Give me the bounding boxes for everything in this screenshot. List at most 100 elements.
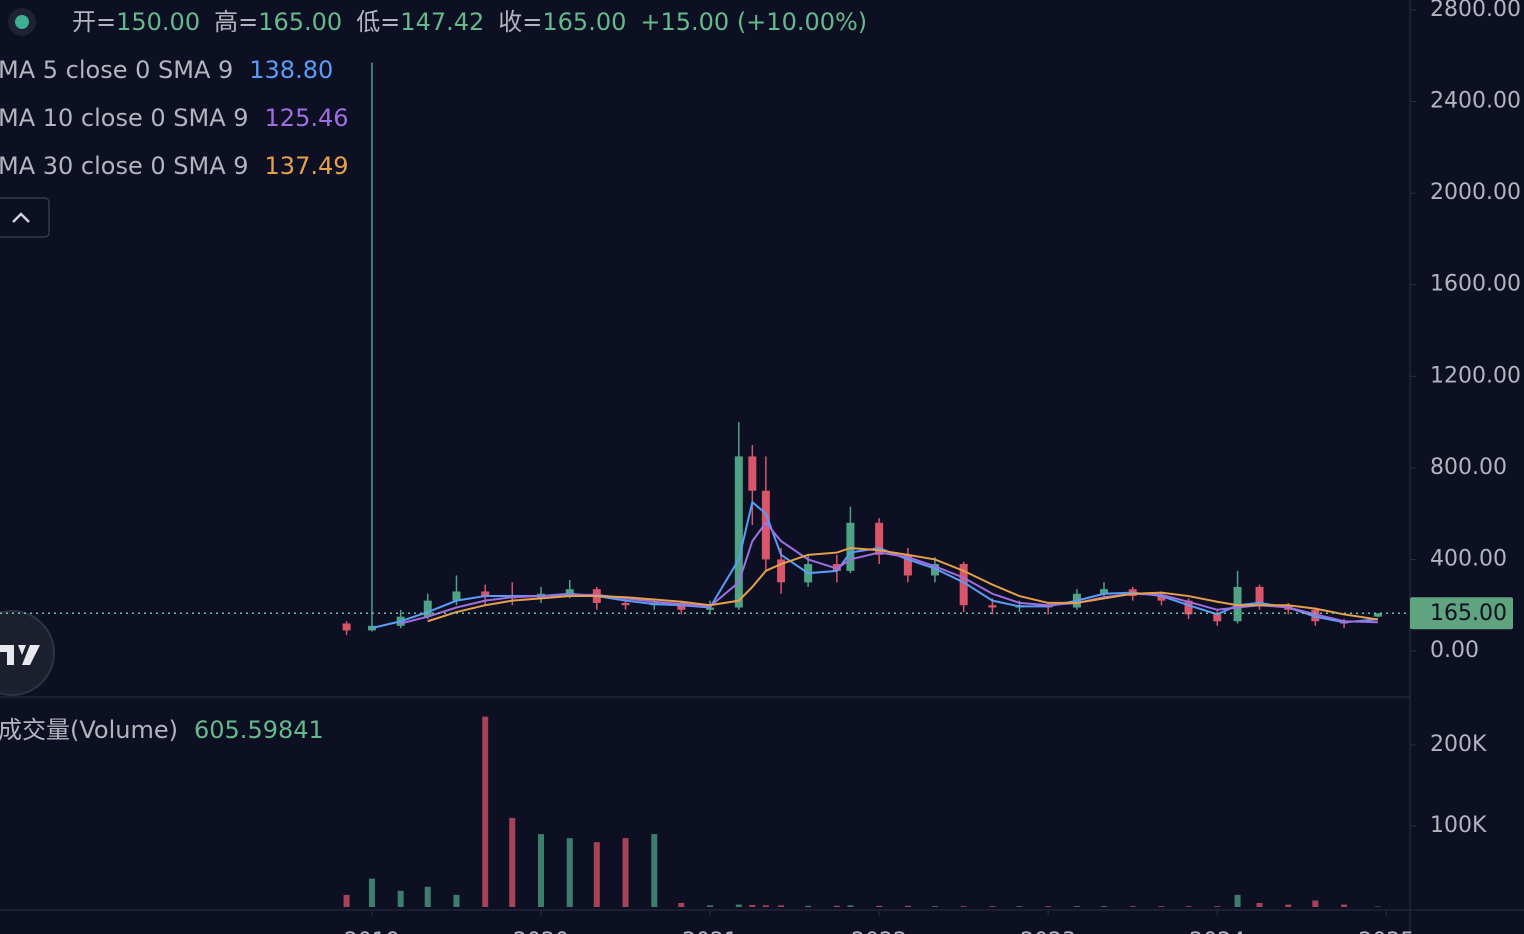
candle-body [1255,586,1264,606]
volume-bar [735,904,742,907]
ohlc-label: 低= [356,8,400,36]
candle-body [621,602,630,606]
x-tick-label: 2023 [1020,929,1076,934]
candle-body [1213,614,1222,622]
volume-bar [847,905,854,907]
ohlc-label: 开= [72,8,116,36]
y-tick-label: 0.00 [1430,638,1479,663]
x-tick-label: 2019 [344,929,400,934]
x-tick-label: 2025 [1358,929,1414,934]
ma-last: 137.49 [265,152,349,180]
volume-bar [762,905,769,907]
volume-bar [1073,906,1080,907]
ma-line [427,546,1379,623]
volume-bar [1016,906,1023,907]
volume-bar [1045,906,1052,907]
volume-bar [453,894,460,907]
ma-name: MA 10 close 0 SMA 9 [0,104,249,132]
volume-bar [368,878,375,907]
volume-bar [749,904,756,907]
candle-body [481,591,490,597]
volume-bar [876,905,883,907]
volume-bar [1234,894,1241,907]
volume-bar [566,838,573,907]
volume-bar [1312,900,1319,907]
volume-bar [538,834,545,907]
candle-body [988,605,997,608]
volume-bar [805,905,812,907]
volume-bar [960,906,967,907]
volume-name: 成交量(Volume) [0,716,178,744]
ohlc-value: 150.00 [116,8,200,36]
y-tick-label: 800.00 [1430,455,1507,480]
candle-body [959,564,968,606]
volume-tick-label: 200K [1430,732,1487,757]
volume-bar [1256,902,1263,907]
volume-bar [343,894,350,907]
y-tick-label: 2000.00 [1430,180,1521,205]
volume-bar [509,817,516,907]
volume-bar [778,905,785,907]
candle-body [1373,613,1382,617]
volume-bar [622,838,629,907]
volume-tick-label: 100K [1430,813,1487,838]
y-tick-label: 2400.00 [1430,89,1521,114]
volume-bar [1285,904,1292,907]
ma-name: MA 30 close 0 SMA 9 [0,152,249,180]
candle-body [565,589,574,594]
volume-last: 605.59841 [194,716,324,744]
volume-bar [989,906,996,907]
volume-bar [482,716,489,907]
volume-bar [904,905,911,907]
ma-name: MA 5 close 0 SMA 9 [0,56,233,84]
x-tick-label: 2024 [1189,929,1245,934]
volume-bar [397,890,404,907]
x-tick-label: 2022 [851,929,907,934]
y-tick-label: 1600.00 [1430,272,1521,297]
y-tick-label: 400.00 [1430,546,1507,571]
ohlc-change: +15.00 (+10.00%) [640,8,867,36]
x-tick-label: 2021 [682,929,738,934]
candle-body [903,554,912,576]
ma-legend: MA 30 close 0 SMA 9 137.49 [0,152,349,180]
candle-body [1233,586,1242,622]
volume-bar [1129,906,1136,907]
volume-bar [424,886,431,907]
collapse-icon [12,212,30,223]
candle-body [1311,609,1320,622]
volume-bar [1214,906,1221,907]
volume-bar [1100,906,1107,907]
volume-bar [1185,906,1192,907]
volume-bar [1158,906,1165,907]
volume-bar [593,842,600,907]
y-tick-label: 2800.00 [1430,0,1521,22]
ohlc-label: 高= [214,8,258,36]
ma-legend: MA 5 close 0 SMA 9 138.80 [0,56,333,84]
x-tick-label: 2020 [513,929,569,934]
candle-body [777,559,786,583]
candle-body [761,490,770,560]
candle-body [706,607,715,610]
candle-body [734,456,743,608]
ohlc-value: 165.00 [542,8,626,36]
volume-bar [833,905,840,907]
ohlc-label: 收= [498,8,542,36]
volume-legend: 成交量(Volume) 605.59841 [0,716,324,744]
ma-last: 125.46 [265,104,349,132]
price-tag-label: 165.00 [1430,601,1507,626]
volume-bar [1341,904,1348,907]
status-dot [15,15,29,29]
candle-body [846,522,855,571]
y-tick-label: 1200.00 [1430,363,1521,388]
candle-body [1157,596,1166,601]
candle-body [930,564,939,576]
ma-line [400,521,1378,625]
candle-body [342,623,351,631]
ohlc-value: 147.42 [400,8,484,36]
volume-bar [651,834,658,907]
ma-last: 138.80 [249,56,333,84]
candle-body [748,456,757,491]
logo-mark [0,645,40,665]
